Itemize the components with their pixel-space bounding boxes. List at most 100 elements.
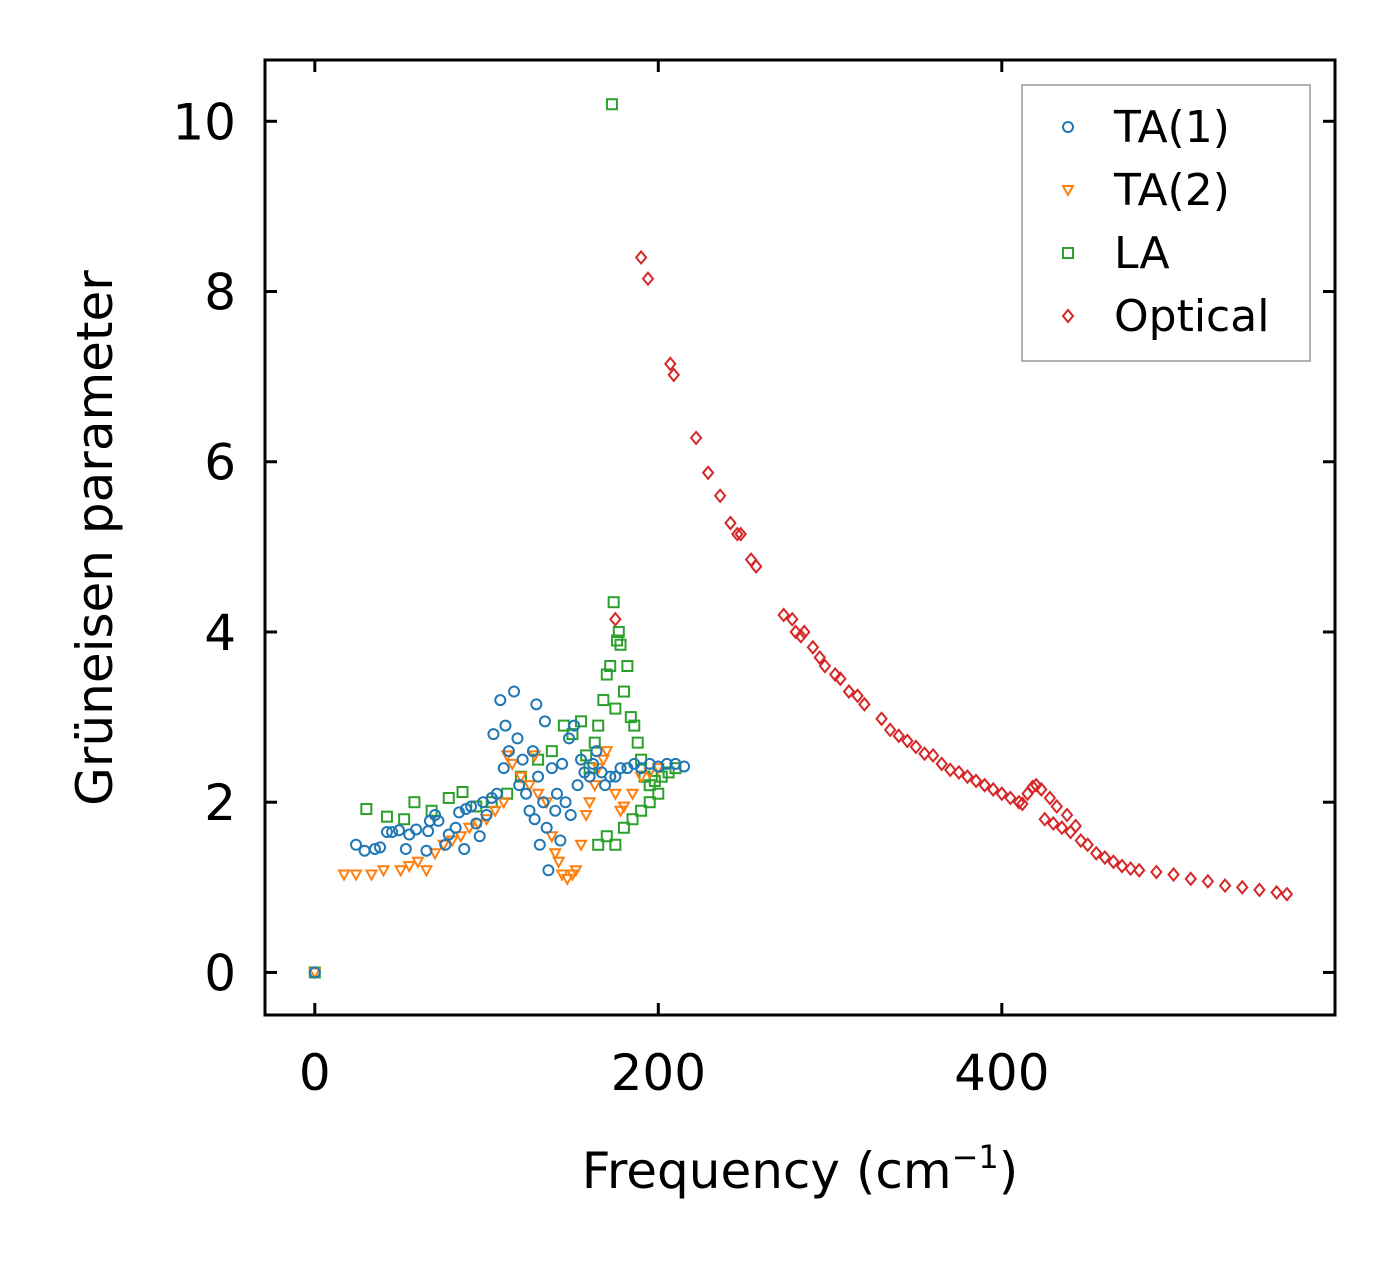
data-point	[556, 757, 569, 770]
data-point	[582, 797, 597, 810]
data-point	[428, 848, 442, 861]
data-point	[1132, 862, 1146, 878]
data-point	[487, 728, 500, 741]
legend-item: TA(1)	[1062, 102, 1230, 153]
data-point	[842, 683, 856, 700]
data-point	[1038, 811, 1052, 827]
data-point	[883, 722, 897, 738]
data-point	[634, 249, 648, 266]
y-tick-label: 8	[204, 264, 236, 322]
data-point	[1280, 886, 1294, 902]
data-point	[834, 671, 847, 687]
data-point	[1218, 878, 1232, 894]
data-point	[995, 786, 1009, 802]
data-point	[1012, 794, 1026, 810]
data-point	[511, 732, 524, 745]
data-point	[494, 694, 507, 707]
data-point	[617, 821, 630, 834]
data-point	[724, 515, 737, 531]
data-point	[614, 638, 627, 651]
data-point	[604, 660, 617, 673]
data-point	[943, 762, 957, 778]
data-point	[429, 808, 442, 821]
data-point	[664, 356, 677, 372]
data-point	[797, 624, 811, 640]
data-point	[360, 803, 373, 816]
data-point	[538, 715, 551, 728]
data-point	[575, 753, 588, 766]
data-point	[522, 780, 537, 793]
data-point	[596, 754, 611, 767]
data-point	[643, 796, 656, 809]
data-point	[600, 668, 613, 681]
data-point	[545, 762, 558, 775]
data-point	[568, 719, 581, 732]
data-point	[530, 698, 543, 711]
data-point	[533, 838, 546, 851]
data-point	[858, 696, 871, 712]
data-point	[386, 826, 399, 839]
data-point	[531, 788, 545, 801]
data-point	[1115, 858, 1129, 874]
data-point	[480, 808, 493, 821]
data-point	[604, 770, 617, 783]
data-point	[1050, 798, 1064, 815]
data-point	[588, 736, 601, 749]
legend: TA(1) TA(2) LA Optical	[1021, 84, 1311, 362]
data-point	[608, 788, 623, 801]
axis-ticks: 0 200 400 0 2 4 6 8 10	[172, 60, 1335, 1102]
data-point	[952, 764, 966, 780]
legend-label: Optical	[1114, 291, 1269, 342]
data-point	[609, 770, 622, 783]
data-point	[607, 596, 620, 609]
data-point	[550, 787, 563, 800]
data-point	[875, 711, 888, 727]
data-point	[614, 762, 627, 775]
data-point	[713, 488, 727, 504]
data-point	[408, 796, 421, 809]
series-optical	[609, 249, 1294, 902]
data-point	[526, 745, 539, 758]
data-point	[794, 628, 808, 644]
data-point	[583, 770, 596, 783]
data-point	[651, 763, 666, 776]
data-point	[1089, 845, 1103, 861]
data-point	[777, 607, 790, 623]
data-point	[420, 844, 433, 857]
data-point	[828, 666, 842, 683]
data-point	[609, 838, 622, 851]
data-point	[789, 624, 803, 640]
data-point	[617, 801, 631, 814]
data-point	[1029, 777, 1043, 793]
data-point	[1107, 854, 1120, 870]
data-point	[813, 649, 827, 666]
plot-frame	[263, 58, 1337, 1017]
legend-item: TA(2)	[1061, 165, 1230, 216]
data-point	[600, 830, 613, 843]
data-point	[497, 762, 510, 775]
data-point	[520, 787, 533, 800]
data-point	[442, 828, 455, 841]
data-point	[380, 826, 393, 839]
data-point	[392, 824, 405, 837]
data-point	[1270, 884, 1283, 900]
data-point	[1069, 818, 1082, 834]
y-tick-label: 4	[204, 604, 236, 662]
data-point	[635, 804, 648, 817]
data-point	[564, 808, 577, 821]
legend-item: Optical	[1061, 291, 1269, 342]
data-point	[851, 688, 864, 704]
data-point	[978, 777, 991, 793]
data-point	[590, 745, 603, 758]
data-point	[410, 823, 423, 836]
data-point	[449, 821, 462, 834]
data-point	[516, 753, 529, 766]
data-point	[454, 831, 468, 844]
x-tick-label: 0	[299, 1044, 331, 1102]
data-point	[439, 838, 452, 851]
data-point	[499, 719, 512, 732]
data-point	[308, 966, 321, 979]
data-point	[453, 806, 466, 819]
data-point	[542, 864, 555, 877]
